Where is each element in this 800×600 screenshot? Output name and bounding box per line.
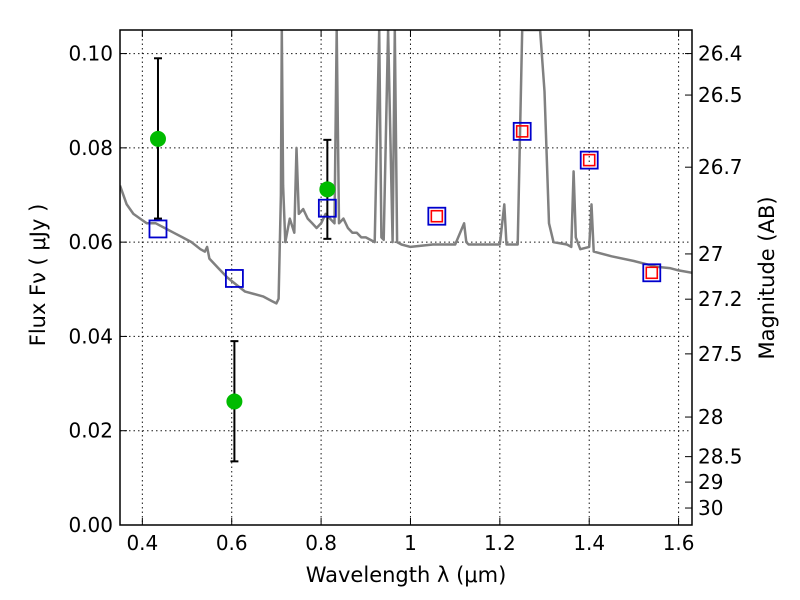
plot-frame [119,29,693,526]
x-tick-label: 1 [404,531,417,555]
model-square-marker [512,121,532,141]
right-tick-label: 28 [698,405,723,429]
right-tick-label: 27.2 [698,287,743,311]
inner-square-marker [582,153,596,167]
right-tick-label: 26.5 [698,83,743,107]
y-tick-label: 0.08 [68,136,113,160]
x-tick-label: 1.6 [663,531,695,555]
inner-square-marker [430,209,444,223]
y-tick-label: 0.00 [68,513,113,537]
measured-point [319,181,336,198]
x-tick-label: 0.4 [126,531,158,555]
marker-layer [148,121,662,410]
measured-point [226,393,243,410]
inner-square-marker [645,266,659,280]
y-tick-labels: 0.00 0.02 0.04 0.06 0.08 0.10 [68,42,113,537]
right-axis-title: Magnitude (AB) [755,196,779,359]
right-tick-label: 26.4 [698,42,743,66]
x-tick-label: 1.2 [484,531,516,555]
right-tick-label: 27 [698,242,723,266]
right-tick-label: 28.5 [698,445,743,469]
y-tick-label: 0.06 [68,230,113,254]
spectrum-line [120,30,692,305]
right-tick-label: 30 [698,496,723,520]
measured-point [149,130,166,147]
model-square-marker [224,269,244,288]
inner-square-marker [515,125,529,138]
x-tick-label: 1.4 [573,531,605,555]
right-tick-label: 27.5 [698,342,743,366]
model-square-marker [579,150,599,170]
spectrum-layer [120,30,692,305]
model-square-marker [642,263,662,283]
right-tick-label: 26.7 [698,155,743,179]
x-tick-label: 0.6 [216,531,248,555]
x-tick-labels: 0.4 0.6 0.8 1 1.2 1.4 1.6 [126,531,694,555]
x-axis-title: Wavelength λ (μm) [306,563,507,587]
model-square-marker [317,198,337,218]
y-axis-title: Flux Fν ( μJy ) [26,204,50,347]
right-tick-label: 29 [698,470,723,494]
y-tick-label: 0.02 [68,419,113,443]
model-square-marker [427,206,447,226]
model-square-marker [148,219,168,239]
y-tick-label: 0.04 [68,324,113,348]
x-tick-label: 0.8 [305,531,337,555]
ticks-layer [120,30,692,526]
y-tick-label: 0.10 [68,42,113,66]
